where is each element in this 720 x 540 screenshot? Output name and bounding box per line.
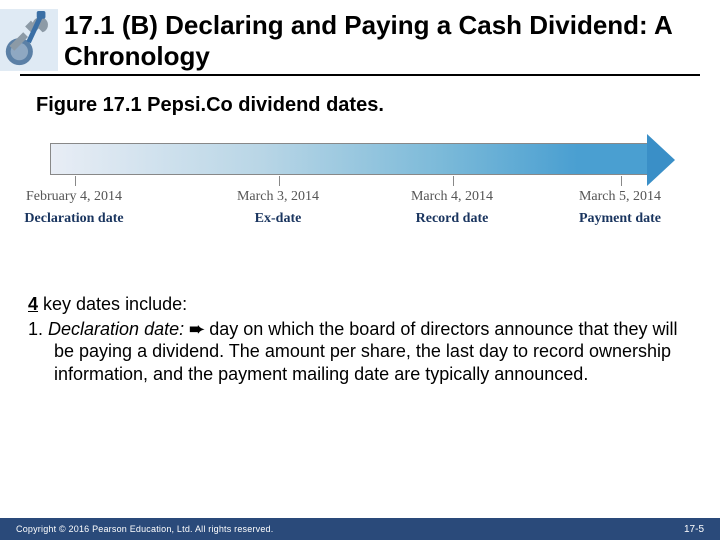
right-arrow-icon: ➨ <box>184 319 209 339</box>
timeline-label: Payment date <box>555 211 685 227</box>
timeline-point: March 5, 2014 Payment date <box>555 189 685 227</box>
lead-number: 4 <box>28 294 38 314</box>
timeline-date: February 4, 2014 <box>9 189 139 205</box>
timeline-bar <box>50 143 650 175</box>
footer: Copyright © 2016 Pearson Education, Ltd.… <box>0 518 720 540</box>
timeline-tick <box>453 176 454 186</box>
timeline-tick <box>621 176 622 186</box>
timeline-arrowhead <box>647 134 675 186</box>
body-text: 4 key dates include: 1. Declaration date… <box>28 293 692 385</box>
timeline-label: Declaration date <box>9 211 139 227</box>
timeline-date: March 3, 2014 <box>213 189 343 205</box>
timeline-label: Record date <box>387 211 517 227</box>
header: 17.1 (B) Declaring and Paying a Cash Div… <box>0 0 720 72</box>
item-term: Declaration date: <box>48 319 184 339</box>
timeline-date: March 4, 2014 <box>387 189 517 205</box>
timeline-tick <box>279 176 280 186</box>
timeline: February 4, 2014Declaration dateMarch 3,… <box>40 143 680 263</box>
page-title: 17.1 (B) Declaring and Paying a Cash Div… <box>58 8 700 72</box>
page-number: 17-5 <box>684 524 704 535</box>
title-underline <box>20 74 700 76</box>
wrench-tool-icon <box>0 8 58 72</box>
item-number: 1. <box>28 319 48 339</box>
timeline-point: March 3, 2014 Ex-date <box>213 189 343 227</box>
timeline-date: March 5, 2014 <box>555 189 685 205</box>
figure-caption: Figure 17.1 Pepsi.Co dividend dates. <box>36 94 720 117</box>
timeline-tick <box>75 176 76 186</box>
timeline-point: March 4, 2014 Record date <box>387 189 517 227</box>
timeline-point: February 4, 2014 Declaration date <box>9 189 139 227</box>
list-item: 1. Declaration date: ➨ day on which the … <box>28 318 692 386</box>
copyright-text: Copyright © 2016 Pearson Education, Ltd.… <box>16 524 273 534</box>
timeline-label: Ex-date <box>213 211 343 227</box>
lead-rest: key dates include: <box>38 294 187 314</box>
